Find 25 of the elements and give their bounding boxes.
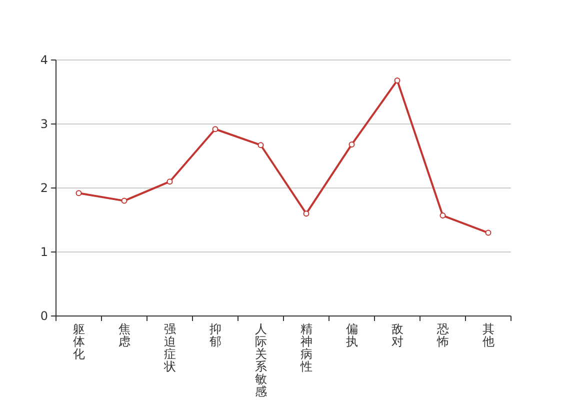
- point: [485, 230, 492, 236]
- y-tick-label: 0: [40, 309, 48, 323]
- point: [121, 198, 128, 204]
- point: [348, 141, 355, 148]
- x-tick-label: 恐怖: [436, 322, 449, 348]
- point: [440, 212, 446, 219]
- x-tick-label: 躯体化: [72, 322, 85, 361]
- x-tick-label: 抑郁: [209, 322, 222, 348]
- x-tick-label: 精神病性: [299, 322, 312, 374]
- y-tick-label: 2: [40, 181, 48, 195]
- point: [212, 126, 218, 132]
- point: [166, 178, 173, 185]
- x-tick-label: 人际关系敏感: [254, 322, 267, 398]
- x-tick-label: 焦虑: [118, 322, 130, 348]
- point: [258, 142, 264, 148]
- y-tick-label: 3: [40, 117, 48, 131]
- point: [76, 190, 82, 196]
- x-tick-label: 其他: [482, 322, 494, 348]
- y-tick-label: 4: [40, 53, 48, 67]
- point: [303, 210, 310, 217]
- y-tick-label: 1: [40, 245, 48, 259]
- x-tick-label: 强迫症状: [162, 322, 176, 374]
- x-tick-label: 敌对: [391, 322, 404, 348]
- x-tick-label: 偏执: [346, 322, 358, 348]
- point: [394, 77, 400, 84]
